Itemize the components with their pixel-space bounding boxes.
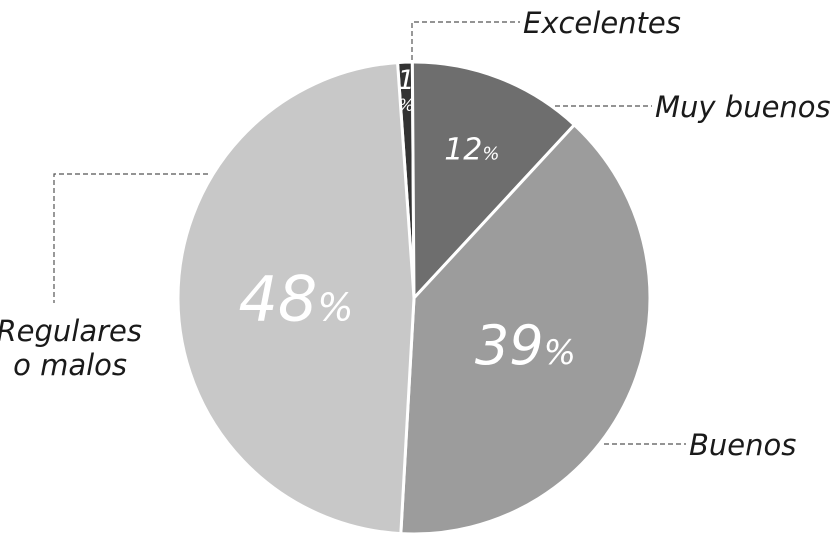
leader-line-4 [53, 173, 208, 303]
pie-slice-4 [176, 60, 416, 535]
category-label-4-line-1: Regulares [0, 314, 142, 348]
value-label-3: 39% [475, 314, 576, 377]
value-label-4: 48% [238, 263, 353, 336]
category-label-2: Muy buenos [655, 90, 831, 124]
leader-lines-group [53, 21, 686, 445]
value-label-2: 12% [444, 132, 499, 167]
category-label-4-line-2: o malos [13, 348, 127, 382]
value-labels-group: 1% 12% 39% 48% [238, 65, 575, 377]
leader-line-1 [411, 21, 520, 60]
category-label-1: Excelentes [523, 6, 681, 40]
pie-slice-2 [410, 60, 577, 302]
slices-group [176, 60, 652, 535]
category-label-3: Buenos [689, 428, 796, 462]
value-label-1: 1 [397, 65, 414, 96]
percent-symbol-1: % [398, 96, 414, 116]
pie-slice-3 [399, 122, 652, 535]
